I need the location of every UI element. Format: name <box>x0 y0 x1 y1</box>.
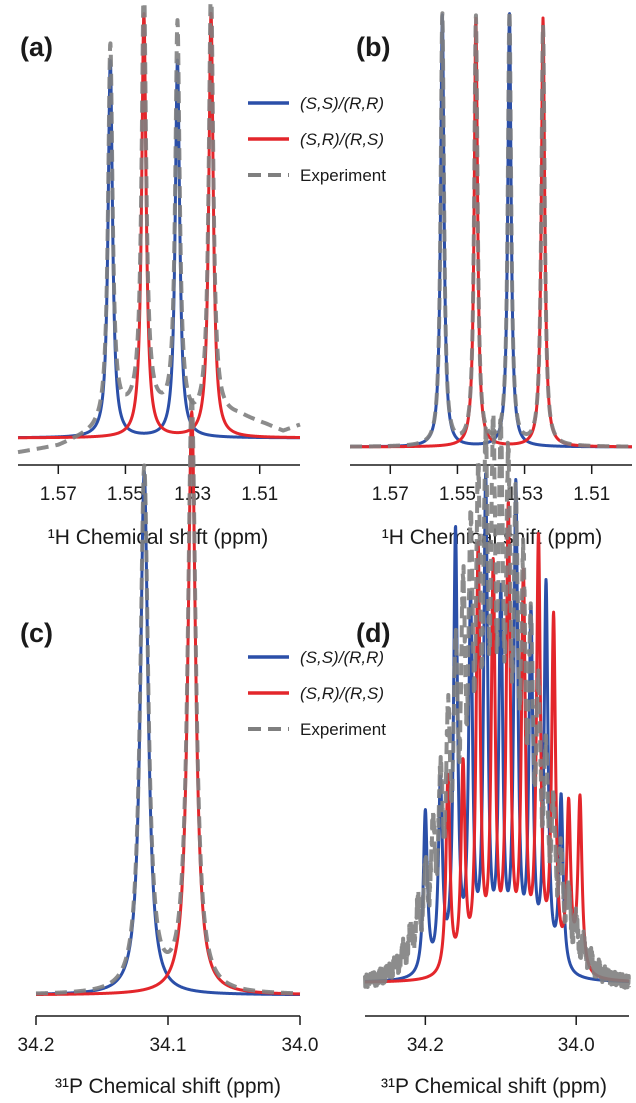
panel-b-x-axis-label: ¹H Chemical shift (ppm) <box>382 526 603 549</box>
panel-c-plot <box>34 392 302 997</box>
panel-a-series-ss-rr-line <box>16 58 302 440</box>
legend-c-label-sr: (S,R)/(R,S) <box>300 684 384 703</box>
panel-c-x-tick-label: 34.1 <box>150 1035 187 1056</box>
panel-d-series-experiment-line <box>363 411 631 990</box>
panel-c-ticks: 34.2 34.1 34.0 <box>18 1016 319 1056</box>
panel-c-x-tick-label: 34.2 <box>18 1035 55 1056</box>
panel-a-plot <box>16 0 302 455</box>
panel-a-x-tick-label: 1.55 <box>107 484 144 505</box>
panel-d: (d) 34.2 34.0 ³¹P Chemical shift (ppm) <box>356 411 631 1098</box>
panel-d-ticks: 34.2 34.0 <box>407 1016 595 1056</box>
panel-c-x-tick-label: 34.0 <box>282 1035 319 1056</box>
panel-a-x-tick-label: 1.51 <box>241 484 278 505</box>
panel-b-x-tick-label: 1.51 <box>573 484 610 505</box>
panel-b-x-tick-label: 1.57 <box>372 484 409 505</box>
panel-b-x-tick-label: 1.53 <box>506 484 543 505</box>
panel-d-x-axis-label: ³¹P Chemical shift (ppm) <box>381 1075 607 1098</box>
panel-c-series-ss-rr-line <box>34 469 302 997</box>
panel-a-x-tick-label: 1.57 <box>40 484 77 505</box>
panel-c-legend: (S,S)/(R,R) (S,R)/(R,S) Experiment <box>248 648 386 739</box>
panel-a-series-sr-rs-line <box>16 11 302 440</box>
panel-c-series-experiment-line <box>34 392 302 996</box>
legend-a-label-exp: Experiment <box>300 166 386 185</box>
panel-c-x-axis-label: ³¹P Chemical shift (ppm) <box>55 1075 281 1098</box>
panel-a: (a) 1.57 1.55 1.53 1.51 ¹H Chemical shift (… <box>16 0 386 549</box>
panel-d-x-tick-label: 34.2 <box>407 1035 444 1056</box>
panel-c-label: (c) <box>20 618 53 648</box>
panel-d-x-tick-label: 34.0 <box>558 1035 595 1056</box>
legend-a-label-ss: (S,S)/(R,R) <box>300 94 384 113</box>
panel-b-plot <box>348 8 634 449</box>
legend-a-label-sr: (S,R)/(R,S) <box>300 130 384 149</box>
panel-b-series-ss-rr-line <box>348 12 634 449</box>
panel-b-x-tick-label: 1.55 <box>439 484 476 505</box>
legend-c-label-ss: (S,S)/(R,R) <box>300 648 384 667</box>
panel-b-label: (b) <box>356 32 390 62</box>
panel-d-label: (d) <box>356 618 390 648</box>
panel-d-plot <box>363 411 631 990</box>
panel-a-ticks: 1.57 1.55 1.53 1.51 <box>40 465 278 505</box>
panel-c-series-sr-rs-line <box>34 410 302 996</box>
panel-a-legend: (S,S)/(R,R) (S,R)/(R,S) Experiment <box>248 94 386 185</box>
panel-b-series-sr-rs-line <box>348 16 634 449</box>
panel-b-series-experiment-line <box>348 8 634 449</box>
panel-c: (c) 34.2 34.1 34.0 ³¹P Chemical shift (ppm… <box>18 392 386 1098</box>
panel-a-x-axis-label: ¹H Chemical shift (ppm) <box>48 526 269 549</box>
panel-a-label: (a) <box>20 32 53 62</box>
legend-c-label-exp: Experiment <box>300 720 386 739</box>
panel-a-series-experiment-line <box>16 0 302 455</box>
